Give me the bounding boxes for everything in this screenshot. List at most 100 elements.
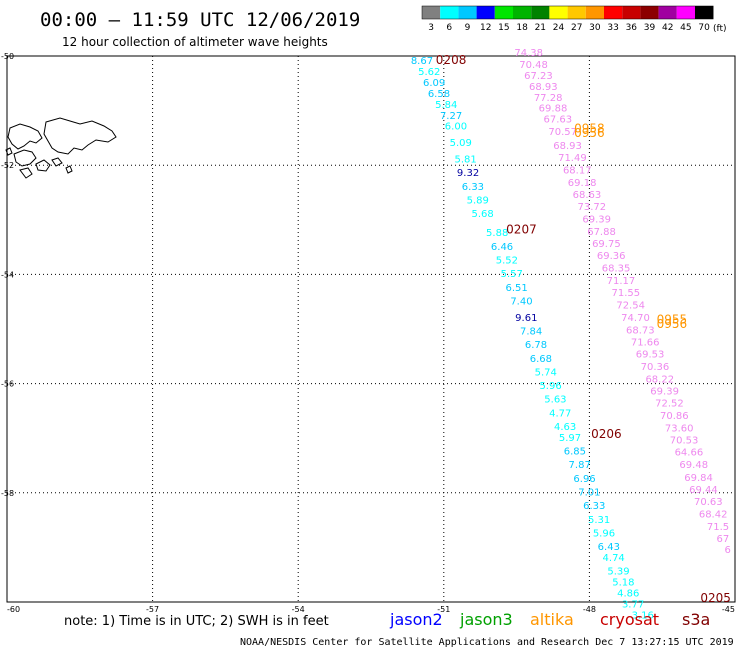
swh-point-s3a: 5.96	[539, 381, 561, 392]
swh-point-altika: 69.75	[592, 239, 621, 250]
swh-point-altika: 68.73	[626, 325, 655, 336]
pass-time-label: 0958	[574, 121, 605, 135]
swh-point-s3a: 5.63	[544, 395, 566, 406]
legend-label-15: 15	[498, 23, 509, 33]
legend-swatch-36	[622, 6, 641, 19]
legend-swatch-39	[640, 6, 659, 19]
swh-point-s3a: 7.27	[440, 111, 462, 122]
swh-point-s3a: 5.57	[501, 269, 523, 280]
swh-point-s3a: 4.86	[617, 589, 639, 600]
y-tick-label: -54	[1, 270, 14, 279]
pass-time-label: 0956	[574, 126, 605, 140]
swh-point-altika: 74.70	[621, 313, 650, 324]
swh-point-altika: 69.18	[568, 178, 597, 189]
satellite-cryosat: cryosat	[600, 610, 659, 629]
satellite-jason3: jason3	[459, 610, 513, 629]
swh-point-s3a: 6.43	[598, 542, 620, 553]
swh-point-altika: 69.53	[636, 349, 665, 360]
satellite-jason2: jason2	[389, 610, 443, 629]
swh-point-s3a: 6.58	[428, 89, 450, 100]
swh-point-altika: 71.5	[707, 522, 729, 533]
swh-point-altika: 68.63	[573, 190, 602, 201]
swh-point-altika: 71.17	[607, 276, 636, 287]
swh-point-altika: 67.63	[544, 115, 573, 126]
swh-point-altika: 68.93	[529, 82, 558, 93]
swh-point-altika: 69.84	[684, 473, 713, 484]
swh-point-s3a: 4.74	[603, 553, 625, 564]
pass-time-label: 0955	[657, 313, 688, 327]
swh-point-s3a: 6.68	[530, 354, 552, 365]
swh-point-altika: 74.38	[514, 48, 543, 59]
axis-tick-labels: -60 -57 -54 -51 -48 -45 -50 -52 -54 -56 -58	[1, 52, 735, 614]
swh-point-s3a: 5.31	[588, 515, 610, 526]
footer-credit: NOAA/NESDIS Center for Satellite Applica…	[240, 637, 734, 648]
swh-point-altika: 71.55	[611, 288, 640, 299]
swh-point-altika: 71.49	[558, 153, 587, 164]
swh-point-s3a: 6.96	[573, 474, 595, 485]
swh-point-s3a: 7.01	[578, 488, 600, 499]
swh-point-altika: 69.44	[689, 485, 718, 496]
swh-point-altika: 68.93	[553, 141, 582, 152]
legend-label-9: 9	[465, 23, 471, 33]
legend-label-6: 6	[446, 23, 452, 33]
chart-subtitle: 12 hour collection of altimeter wave hei…	[62, 35, 328, 49]
x-tick-label: -51	[437, 605, 450, 614]
y-tick-label: -52	[1, 161, 14, 170]
swh-point-s3a: 5.84	[435, 100, 457, 111]
legend-label-3: 3	[428, 23, 434, 33]
swh-point-s3a: 9.61	[515, 313, 537, 324]
swh-point-s3a: 8.67	[411, 56, 433, 67]
swh-point-s3a: 6.33	[583, 501, 605, 512]
swh-point-s3a: 5.74	[535, 367, 557, 378]
legend-swatch-33	[604, 6, 623, 19]
swh-point-altika: 70.63	[694, 497, 723, 508]
grid-lines	[7, 56, 735, 602]
swh-color-legend: 3 6 9 12 15 18 21 24 27 30 33 36 39 42 45 70	[421, 5, 714, 33]
legend-swatch-45	[676, 6, 695, 19]
swh-point-altika: 70.48	[519, 60, 548, 71]
swh-point-s3a: 6.00	[445, 122, 467, 133]
y-tick-label: -58	[1, 489, 14, 498]
chart-title: 00:00 – 11:59 UTC 12/06/2019	[40, 9, 360, 31]
swh-point-s3a: 6.09	[423, 78, 445, 89]
satellite-altika: altika	[530, 610, 574, 629]
swh-point-altika: 68.35	[602, 264, 631, 275]
legend-label-33: 33	[607, 23, 618, 33]
swh-point-altika: 72.52	[655, 399, 684, 410]
swh-point-s3a: 7.84	[520, 326, 542, 337]
swh-point-altika: 68.42	[699, 509, 728, 520]
swh-point-s3a: 5.52	[496, 255, 518, 266]
legend-swatch-9	[458, 6, 477, 19]
swh-point-altika: 70.57	[548, 127, 577, 138]
pass-time-label: 0205	[700, 591, 731, 605]
swh-point-s3a: 6.33	[462, 182, 484, 193]
swh-point-altika: 69.36	[597, 251, 626, 262]
swh-point-s3a: 9.32	[457, 168, 479, 179]
legend-swatch-42	[658, 6, 677, 19]
swh-point-s3a: 5.81	[455, 154, 477, 165]
legend-label-45: 45	[680, 23, 691, 33]
swh-point-s3a: 5.89	[467, 195, 489, 206]
swh-point-s3a: 5.09	[450, 138, 472, 149]
swh-point-altika: 70.36	[641, 362, 670, 373]
falkland-islands-coastline	[5, 117, 117, 179]
swh-point-s3a: 5.96	[593, 528, 615, 539]
swh-point-s3a: 5.39	[607, 567, 629, 578]
legend-border	[421, 5, 714, 20]
legend-swatch-27	[567, 6, 586, 19]
swh-point-s3a: 5.88	[486, 228, 508, 239]
plot-frame	[6, 55, 736, 603]
legend-swatch-18	[513, 6, 532, 19]
swh-point-altika: 69.39	[582, 215, 611, 226]
swh-point-altika: 6	[725, 545, 731, 556]
x-tick-label: -60	[7, 605, 20, 614]
swh-point-altika: 70.86	[660, 411, 689, 422]
legend-swatch-15	[494, 6, 513, 19]
swh-point-altika: 77.28	[534, 93, 563, 104]
legend-swatch-30	[585, 6, 604, 19]
swh-point-s3a: 5.62	[418, 67, 440, 78]
pass-time-label: 0207	[506, 222, 537, 236]
swh-point-altika: 72.54	[616, 300, 645, 311]
swh-point-altika: 69.39	[650, 387, 679, 398]
